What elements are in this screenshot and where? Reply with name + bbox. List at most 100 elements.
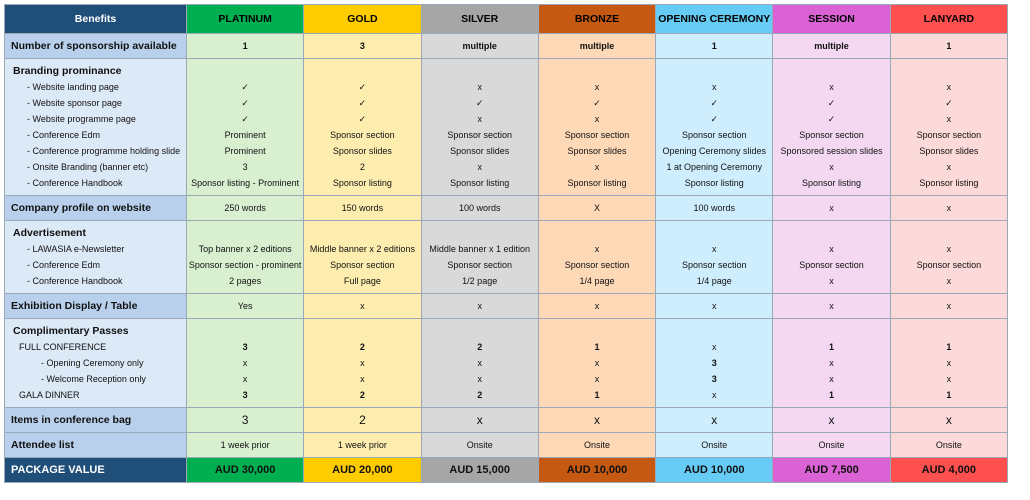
- benefit-value-group: x ✓ x Sponsor section Sponsor slides x Sponsor…: [537, 58, 657, 196]
- value-text: Sponsor slides: [332, 146, 392, 156]
- benefit-title: Company profile on website: [4, 195, 187, 221]
- value-text: x: [477, 358, 482, 368]
- value-text: Sponsor section - prominent: [188, 260, 302, 270]
- benefit-value: x: [655, 293, 774, 319]
- benefit-sub-item: - Website landing page: [27, 82, 119, 92]
- benefit-value: 1: [655, 33, 774, 59]
- value-text: 1: [946, 342, 952, 352]
- value-text: 3: [711, 374, 717, 384]
- value-text: Prominent: [224, 146, 266, 156]
- benefit-value: x: [889, 293, 1009, 319]
- benefit-value: x: [303, 293, 422, 319]
- spacer: [773, 323, 889, 339]
- value-text: x: [829, 374, 834, 384]
- package-price: AUD 10,000: [655, 457, 774, 483]
- benefit-value: Onsite: [537, 432, 657, 458]
- value-text: multiple: [579, 41, 615, 51]
- value-text: Sponsor slides: [567, 146, 627, 156]
- value-text: Full page: [343, 276, 381, 286]
- value-text: x: [712, 390, 717, 400]
- benefit-sub-item: - Website programme page: [27, 114, 136, 124]
- package-value-label: PACKAGE VALUE: [4, 457, 187, 483]
- benefit-title: Branding prominance: [13, 65, 122, 77]
- value-text: x: [946, 244, 952, 254]
- spacer: [304, 63, 420, 79]
- value-text: 2 pages: [229, 276, 262, 286]
- value-text: 3: [359, 41, 365, 51]
- value-text: 1/4 page: [696, 276, 732, 286]
- spacer: [539, 63, 655, 79]
- package-price: AUD 30,000: [185, 457, 305, 483]
- value-text: x: [594, 114, 600, 124]
- spacer: [422, 323, 538, 339]
- value-text: Sponsor listing: [450, 178, 510, 188]
- benefit-value: 3: [185, 407, 305, 433]
- value-text: x: [477, 114, 482, 124]
- value-text: x: [477, 82, 482, 92]
- benefit-value: 1: [185, 33, 305, 59]
- value-text: x: [594, 162, 600, 172]
- benefit-value-group: Top banner x 2 editions Sponsor section -…: [185, 220, 305, 294]
- benefit-value-group: x ✓ ✓ Sponsor section Sponsored session slid…: [772, 58, 891, 196]
- value-text: x: [711, 413, 718, 427]
- benefit-value-group: x Sponsor section x: [772, 220, 891, 294]
- spacer: [304, 225, 420, 241]
- benefit-sub-item: - Conference programme holding slide: [27, 146, 181, 156]
- benefit-sub-item: - Website sponsor page: [27, 98, 122, 108]
- value-text: Sponsor section: [330, 130, 395, 140]
- spacer: [187, 225, 303, 241]
- benefit-value: x: [889, 195, 1009, 221]
- value-text: x: [712, 244, 717, 254]
- value-text: x: [593, 413, 600, 427]
- tier-header-platinum: PLATINUM: [185, 4, 305, 34]
- benefit-value: Onsite: [420, 432, 539, 458]
- value-text: Sponsor listing: [919, 178, 979, 188]
- benefit-value-group: ✓ ✓ ✓ Prominent Prominent 3 Sponsor listing - …: [185, 58, 305, 196]
- value-text: Yes: [237, 301, 253, 311]
- value-text: x: [829, 244, 834, 254]
- value-text: 1 week prior: [220, 440, 270, 450]
- value-text: x: [477, 301, 482, 311]
- value-text: Sponsor section: [564, 260, 630, 270]
- benefit-value: multiple: [772, 33, 891, 59]
- spacer: [773, 225, 889, 241]
- value-text: 1: [829, 342, 835, 352]
- benefit-value: x: [772, 293, 891, 319]
- package-price: AUD 15,000: [420, 457, 539, 483]
- benefit-value: 250 words: [185, 195, 305, 221]
- value-text: x: [242, 358, 248, 368]
- benefit-sub-item: FULL CONFERENCE: [19, 342, 107, 352]
- benefit-title: Number of sponsorship available: [4, 33, 187, 59]
- value-text: ✓: [827, 114, 836, 124]
- value-text: 1: [594, 390, 600, 400]
- spacer: [656, 323, 772, 339]
- value-text: 2: [477, 390, 483, 400]
- benefit-value-group: x 3 3 x: [655, 318, 774, 408]
- benefit-value: X: [537, 195, 657, 221]
- benefit-value: Onsite: [889, 432, 1009, 458]
- value-text: 2: [359, 342, 365, 352]
- value-text: Onsite: [701, 440, 728, 450]
- value-text: x: [477, 162, 482, 172]
- value-text: Sponsor section: [681, 130, 747, 140]
- value-text: Sponsor listing: [802, 178, 862, 188]
- value-text: Sponsor section: [447, 260, 512, 270]
- benefit-group-label: Complimentary Passes FULL CONFERENCE - Ope…: [4, 318, 187, 408]
- value-text: ✓: [827, 98, 836, 108]
- value-text: 1 week prior: [337, 440, 387, 450]
- value-text: 2: [359, 390, 365, 400]
- benefit-title: Exhibition Display / Table: [4, 293, 187, 319]
- spacer: [539, 225, 655, 241]
- value-text: 3: [711, 358, 717, 368]
- value-text: 250 words: [224, 203, 266, 213]
- benefit-value-group: x ✓ x Sponsor section Sponsor slides x Sponsor…: [889, 58, 1009, 196]
- package-price: AUD 4,000: [889, 457, 1009, 483]
- value-text: x: [946, 276, 952, 286]
- benefit-value: Onsite: [772, 432, 891, 458]
- spacer: [891, 225, 1007, 241]
- spacer: [656, 225, 772, 241]
- value-text: 2: [477, 342, 483, 352]
- value-text: Sponsor section: [330, 260, 395, 270]
